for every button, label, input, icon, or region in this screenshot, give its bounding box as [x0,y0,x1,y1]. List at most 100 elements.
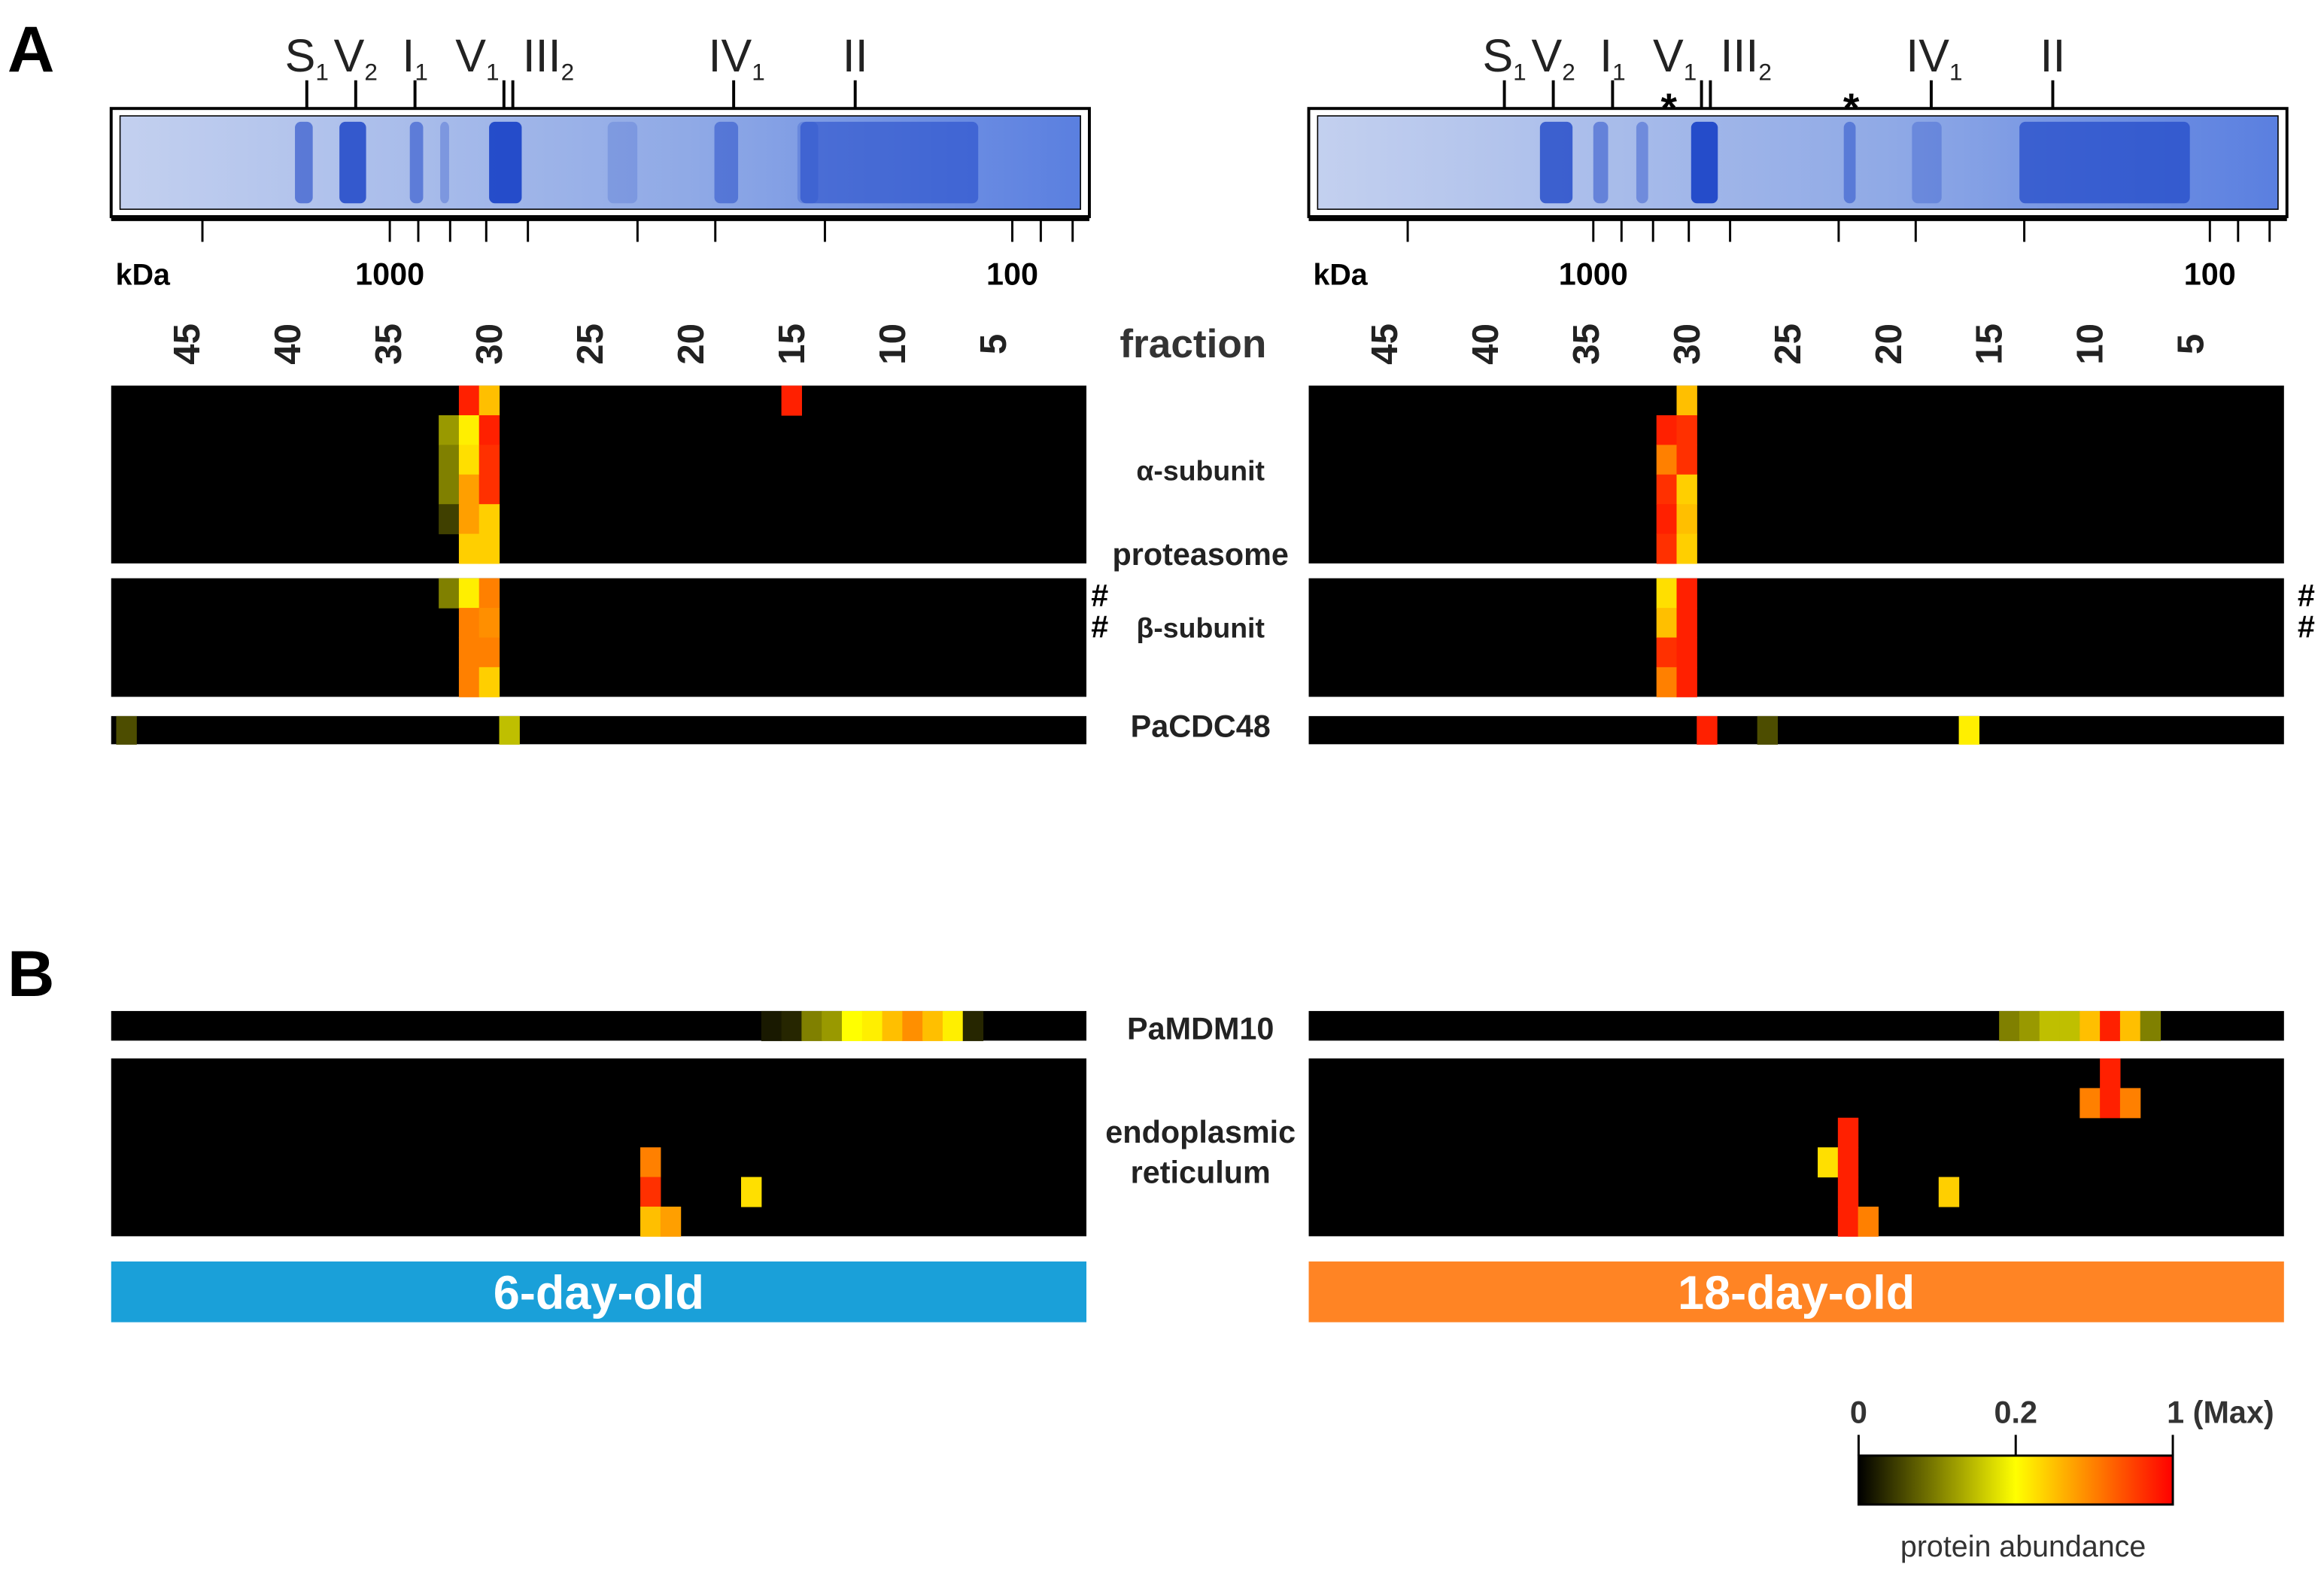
heatmap-cell [822,1010,843,1041]
gel-band [1593,121,1609,204]
complex-subscript: 1 [1949,59,1963,86]
heatmap-cell [640,1177,661,1207]
complex-name: II [843,30,868,81]
heatmap-beta [111,578,1087,697]
heatmap-cell [741,1177,762,1207]
heatmap-cell [761,1010,782,1041]
heatmap-cell [1818,1147,1839,1178]
heatmap-cell [801,1010,822,1041]
heatmap-cell [1999,1010,2020,1041]
heatmap-cell [1938,1177,1960,1207]
heatmap-cdc48 [111,715,1087,745]
complex-name: V [334,30,365,81]
complex-subscript: 2 [1758,59,1772,86]
kda-tick-label: 1000 [1559,257,1628,292]
row-label: reticulum [1131,1155,1271,1189]
fraction-tick-label: 5 [973,334,1014,354]
gel-band [800,121,979,204]
heatmap-cell [1676,504,1697,535]
heatmap-cell [962,1010,984,1041]
complex-name: IV [708,30,752,81]
gel-band [607,121,638,204]
gel-band [440,121,449,204]
age-label: 6-day-old [494,1267,704,1319]
heatmap-cell [439,504,460,535]
heatmap-cell [478,445,500,475]
heatmap-cell [1837,1206,1859,1237]
heatmap-cell [478,533,500,564]
heatmap-cell [861,1010,883,1041]
kda-label: kDa [116,259,171,292]
heatmap-cell [1697,715,1718,745]
heatmap-cell [458,667,480,697]
fraction-tick-label: 20 [1868,323,1909,365]
heatmap-er [1308,1058,2284,1237]
fraction-tick-label: 20 [670,323,712,365]
colorbar-tick-label: 0 [1850,1395,1867,1430]
kda-tick-label: 100 [2184,257,2236,292]
heatmap-cell [478,667,500,697]
heatmap-cell [2100,1058,2121,1089]
panel-label: A [8,14,55,86]
heatmap-cell [2119,1088,2141,1119]
complex-subscript: 2 [1562,59,1575,86]
heatmap-cell [2079,1010,2101,1041]
kda-tick-label: 1000 [355,257,424,292]
heatmap-cell [499,715,520,745]
complex-subscript: 1 [415,59,428,86]
fraction-label: fraction [1119,322,1266,366]
heatmap-cell [1676,474,1697,505]
colorbar-tick-label: 0.2 [1994,1395,2037,1430]
heatmap-cell [458,533,480,564]
heatmap-cell [640,1206,661,1237]
heatmap-alpha [1308,385,2284,563]
age-bar [1308,1261,2284,1323]
heatmap-cell [2100,1088,2121,1119]
fraction-tick-label: 40 [267,323,308,365]
fraction-tick-label: 35 [368,323,409,365]
complex-subscript: 1 [1612,59,1626,86]
row-label: endoplasmic [1105,1115,1296,1149]
heatmap-cell [478,608,500,639]
complex-name: S [285,30,316,81]
heatmap-cell [439,415,460,445]
kda-tick-label: 100 [986,257,1038,292]
complex-name: S [1482,30,1513,81]
kda-label: kDa [1313,259,1368,292]
complex-name: III [1720,30,1758,81]
complex-label: V1 [455,30,499,86]
heatmap-cell [1837,1177,1859,1207]
heatmap-cell [902,1010,923,1041]
complex-subscript: 2 [364,59,378,86]
heatmap-cell [458,415,480,445]
gel-band [2019,121,2190,204]
complex-label: S1 [1482,30,1526,86]
heatmap-beta [1308,578,2284,697]
fraction-tick-label: 15 [1969,323,2010,365]
heatmap-alpha [111,385,1087,563]
heatmap-cell [1676,578,1697,609]
heatmap-cell [439,445,460,475]
heatmap-cell [1858,1206,1879,1237]
hash-mark: # [1091,579,1108,613]
fraction-tick-label: 35 [1566,323,1607,365]
heatmap-cell [1656,667,1678,697]
row-label: β-subunit [1137,612,1265,643]
heatmap-cell [2079,1088,2101,1119]
heatmap-cell [1676,637,1697,668]
gel-band [489,121,522,204]
heatmap-cell [2140,1010,2161,1041]
complex-label: IV1 [708,30,764,86]
heatmap-cell [1656,445,1678,475]
heatmap-cell [2100,1010,2121,1041]
complex-label: IV1 [1906,30,1962,86]
heatmap-cell [478,474,500,505]
gel-band [714,121,739,204]
complex-name: I [402,30,415,81]
complex-name: I [1599,30,1612,81]
heatmap-cell [942,1010,964,1041]
gel-band [1691,121,1718,204]
heatmap-cell [458,474,480,505]
complex-label: III2 [1720,30,1771,86]
complex-name: V [1531,30,1562,81]
